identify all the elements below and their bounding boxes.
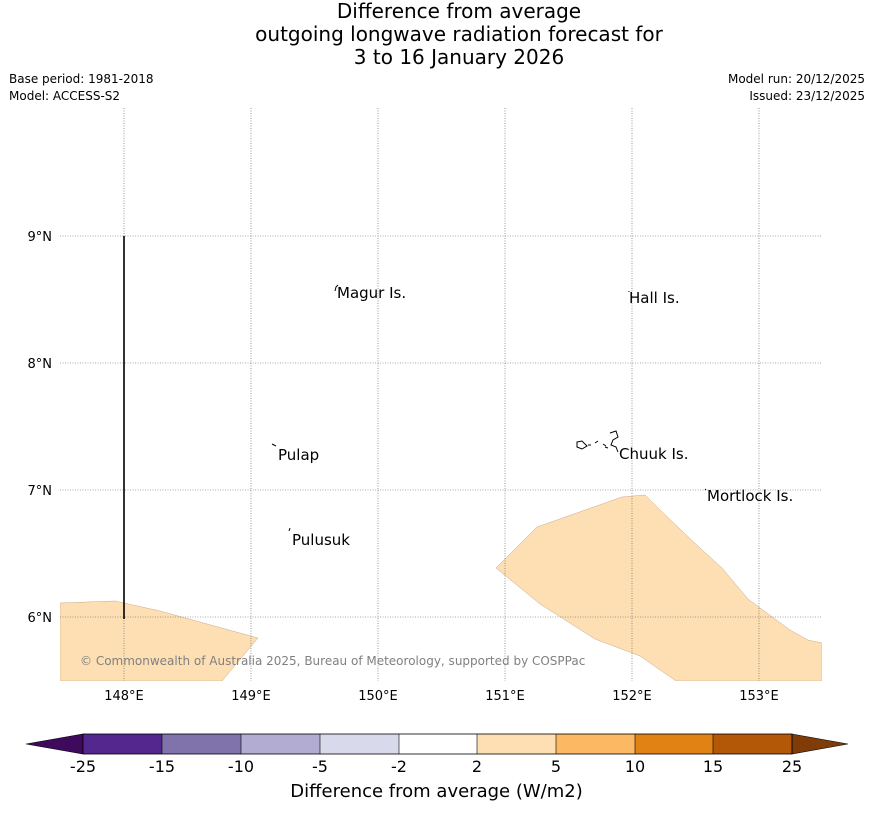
place-label-chuuk: Chuuk Is. [619, 445, 688, 463]
base-period: Base period: 1981-2018 [9, 72, 154, 86]
lon-tick-151: 151°E [485, 689, 525, 704]
pulap-island-shape [271, 443, 277, 447]
colorbar-segment [556, 734, 635, 754]
lat-tick-7n: 7°N [28, 484, 53, 499]
colorbar-tick: 10 [625, 757, 645, 776]
lon-tick-150: 150°E [358, 689, 398, 704]
place-label-pulusuk: Pulusuk [292, 531, 350, 549]
info-left: Base period: 1981-2018 Model: ACCESS-S2 [9, 71, 154, 105]
colorbar-outline [82, 733, 793, 755]
islands [271, 284, 707, 532]
place-labels: Magur Is. Hall Is. Pulap Chuuk Is. Mortl… [278, 284, 793, 549]
anomaly-region-west [60, 600, 259, 681]
colorbar-tick: -5 [312, 757, 328, 776]
colorbar-segment [713, 734, 792, 754]
magur-island-shape [334, 284, 339, 292]
title-line-2: outgoing longwave radiation forecast for [255, 22, 663, 46]
place-label-mortlock: Mortlock Is. [707, 487, 793, 505]
colorbar-segment [162, 734, 241, 754]
place-label-pulap: Pulap [278, 446, 319, 464]
colorbar-extend-high [791, 733, 849, 755]
colorbar-segment [83, 734, 162, 754]
lat-tick-8n: 8°N [28, 357, 53, 372]
mortlock-island-shape [704, 488, 707, 491]
issued-date: Issued: 23/12/2025 [749, 89, 865, 103]
model-name: Model: ACCESS-S2 [9, 89, 121, 103]
colorbar-tick: -2 [391, 757, 407, 776]
title-line-3: 3 to 16 January 2026 [353, 45, 565, 69]
lat-tick-6n: 6°N [28, 611, 53, 626]
chuuk-lagoon-shape [576, 430, 619, 453]
colorbar-label: Difference from average (W/m2) [290, 781, 583, 802]
colorbar-tick: 2 [472, 757, 482, 776]
colorbar-segment [320, 734, 399, 754]
colorbar-segment [635, 734, 713, 754]
colorbar-tick: -10 [228, 757, 254, 776]
lon-tick-152: 152°E [612, 689, 652, 704]
colorbar-segment [399, 734, 477, 754]
colorbar-tick: -25 [70, 757, 96, 776]
place-label-magur: Magur Is. [337, 284, 406, 302]
lon-tick-153: 153°E [739, 689, 779, 704]
map-title: Difference from average outgoing longwav… [0, 0, 873, 69]
colorbar-extend-low [25, 733, 84, 755]
colorbar-segment [241, 734, 320, 754]
copyright-credit: © Commonwealth of Australia 2025, Bureau… [80, 654, 585, 668]
lon-tick-148: 148°E [104, 689, 144, 704]
colorbar-tick: 15 [703, 757, 723, 776]
colorbar-dividers [161, 734, 714, 754]
place-label-hall: Hall Is. [629, 289, 680, 307]
model-run: Model run: 20/12/2025 [727, 72, 865, 86]
colorbar: -25 -15 -10 -5 -2 2 5 10 15 25 [25, 733, 849, 776]
axis-ticks: 148°E 149°E 150°E 151°E 152°E 153°E 9°N … [28, 230, 779, 704]
pulusuk-island-shape [288, 527, 291, 532]
colorbar-tick: -15 [149, 757, 175, 776]
info-right: Model run: 20/12/2025 Issued: 23/12/2025 [728, 71, 865, 105]
anomaly-fill-group [60, 494, 822, 681]
colorbar-tick: 25 [782, 757, 802, 776]
colorbar-tick: 5 [551, 757, 561, 776]
lat-tick-9n: 9°N [28, 230, 53, 245]
lon-tick-149: 149°E [231, 689, 271, 704]
colorbar-segment [477, 734, 556, 754]
anomaly-region-east [495, 494, 822, 681]
title-line-1: Difference from average [336, 0, 582, 23]
